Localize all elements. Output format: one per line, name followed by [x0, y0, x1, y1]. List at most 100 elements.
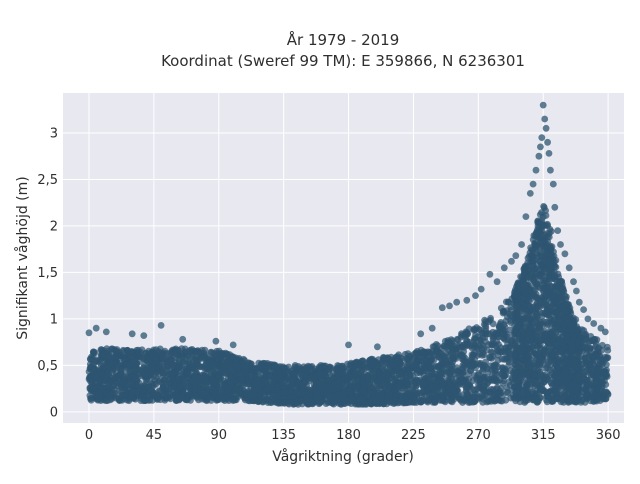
data-point — [316, 365, 323, 372]
data-point — [238, 375, 245, 382]
data-point — [148, 350, 155, 357]
data-point — [408, 361, 415, 368]
data-point — [366, 399, 373, 406]
data-point — [159, 385, 166, 392]
data-point — [106, 392, 113, 399]
data-point — [349, 362, 356, 369]
data-point — [378, 391, 385, 398]
data-point — [494, 397, 501, 404]
data-point — [216, 348, 223, 355]
data-point — [512, 341, 519, 348]
data-point — [498, 349, 505, 356]
data-point — [593, 378, 600, 385]
data-point — [241, 357, 248, 364]
data-point — [203, 389, 210, 396]
data-point — [396, 383, 403, 390]
data-point — [552, 390, 559, 397]
data-point — [201, 354, 208, 361]
data-point — [112, 390, 119, 397]
data-point — [329, 394, 336, 401]
data-point — [257, 396, 264, 403]
data-point — [462, 396, 469, 403]
data-point — [336, 399, 343, 406]
data-point — [574, 349, 581, 356]
data-point — [531, 372, 538, 379]
data-point — [215, 396, 222, 403]
data-point — [339, 367, 346, 374]
data-point — [421, 373, 428, 380]
data-point — [151, 381, 158, 388]
data-point — [203, 371, 210, 378]
data-point — [289, 376, 296, 383]
data-point — [159, 369, 166, 376]
data-point — [175, 376, 182, 383]
data-point — [105, 348, 112, 355]
data-point — [405, 399, 412, 406]
data-point — [453, 355, 460, 362]
data-point — [515, 283, 522, 290]
data-point — [102, 377, 109, 384]
data-point — [517, 273, 524, 280]
data-point — [479, 399, 486, 406]
data-point — [215, 371, 222, 378]
data-point — [192, 362, 199, 369]
data-point — [326, 377, 333, 384]
data-point — [281, 388, 288, 395]
data-point — [402, 361, 409, 368]
data-point — [120, 392, 127, 399]
data-point — [448, 397, 455, 404]
data-point — [242, 397, 249, 404]
data-point — [464, 384, 471, 391]
data-point — [165, 376, 172, 383]
data-point — [428, 365, 435, 372]
data-point — [446, 339, 453, 346]
data-point — [178, 394, 185, 401]
data-point — [147, 370, 154, 377]
data-point — [109, 369, 116, 376]
data-point — [432, 352, 439, 359]
data-point — [128, 391, 135, 398]
data-point — [426, 350, 433, 357]
data-point — [94, 392, 101, 399]
data-point — [492, 367, 499, 374]
data-point — [459, 352, 466, 359]
data-point — [593, 387, 600, 394]
data-point — [420, 381, 427, 388]
data-point — [473, 324, 480, 331]
data-point — [438, 377, 445, 384]
data-point — [595, 345, 602, 352]
data-point — [489, 340, 496, 347]
data-point — [170, 384, 177, 391]
data-point — [560, 327, 567, 334]
data-point — [98, 346, 105, 353]
data-point — [225, 386, 232, 393]
data-point — [556, 279, 563, 286]
data-point — [439, 359, 446, 366]
data-point — [475, 342, 482, 349]
data-point — [370, 374, 377, 381]
data-point — [479, 393, 486, 400]
data-point — [124, 362, 131, 369]
data-point — [309, 398, 316, 405]
data-point — [603, 361, 610, 368]
data-point — [299, 390, 306, 397]
data-point — [592, 396, 599, 403]
data-point — [505, 362, 512, 369]
data-point — [177, 364, 184, 371]
data-point — [187, 347, 194, 354]
data-point — [196, 349, 203, 356]
data-point — [299, 401, 306, 408]
data-point — [153, 359, 160, 366]
data-point — [260, 374, 267, 381]
data-point — [431, 343, 438, 350]
data-point — [470, 399, 477, 406]
data-point — [533, 232, 540, 239]
data-point — [147, 356, 154, 363]
data-point — [433, 393, 440, 400]
data-point — [303, 378, 310, 385]
data-point — [191, 373, 198, 380]
data-point — [272, 374, 279, 381]
data-point — [495, 329, 502, 336]
data-point — [145, 397, 152, 404]
